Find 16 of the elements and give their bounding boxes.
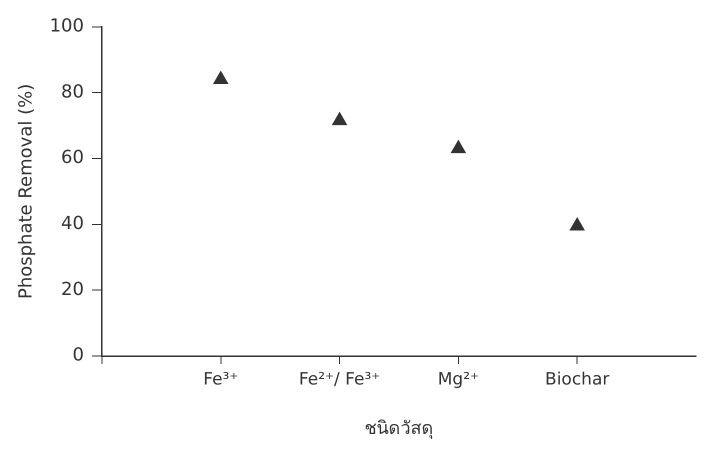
y-tick-label: 60: [61, 147, 84, 168]
y-tick-label: 0: [72, 344, 84, 366]
y-tick-label: 100: [50, 15, 84, 36]
y-axis-title: Phosphate Removal (%): [15, 84, 36, 300]
y-tick-label: 20: [61, 278, 84, 300]
point: [570, 217, 585, 230]
y-tick-label: 40: [61, 212, 84, 234]
point: [213, 70, 228, 84]
x-tick-label: Biochar: [545, 370, 610, 390]
point: [332, 112, 347, 126]
x-tick-label: Fe²⁺/ Fe³⁺: [298, 370, 380, 390]
y-tick-label: 80: [61, 81, 84, 102]
point: [450, 140, 466, 154]
x-axis-title: ชนิดวัสดุ: [364, 418, 434, 439]
x-tick-label: Mg²⁺: [438, 370, 480, 390]
x-tick-label: Fe³⁺: [203, 370, 238, 390]
